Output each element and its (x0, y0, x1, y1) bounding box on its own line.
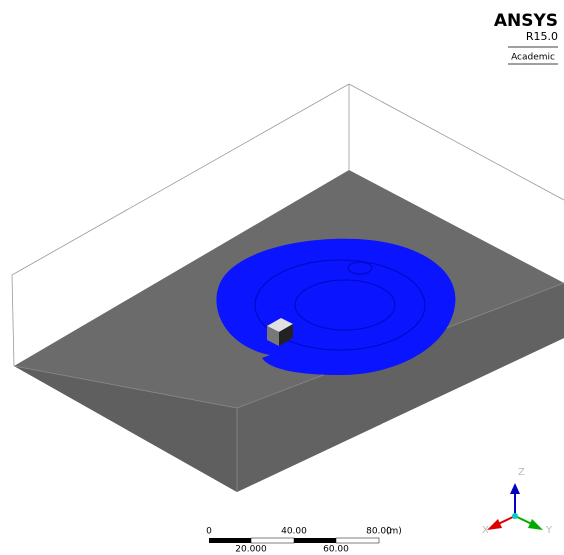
scale-label: 40.00 (281, 527, 307, 537)
ground-side (237, 283, 564, 492)
axis-triad (487, 483, 543, 530)
scale-segment (335, 537, 380, 544)
fluid-contours (254, 259, 426, 351)
scale-segment (250, 537, 295, 544)
scale-label: 80.00 (366, 527, 392, 537)
scale-label: 60.00 (323, 545, 349, 555)
cube-side (267, 326, 279, 346)
triad-label: Z (518, 467, 525, 478)
logo-version: R15.0 (526, 30, 558, 43)
cube-side (279, 324, 293, 346)
scale-segment (209, 538, 251, 543)
scale-segment (294, 538, 336, 543)
domain-wireframe (11, 83, 564, 367)
cube-top (267, 318, 293, 332)
triad-label: Y (545, 525, 553, 536)
logo-title: ANSYS (494, 11, 558, 31)
scale-label: 0 (206, 527, 212, 537)
scale-label: 20.000 (235, 545, 267, 555)
logo-edition: Academic (511, 53, 555, 63)
triad-label: X (482, 525, 489, 536)
scale-unit: (m) (386, 527, 402, 537)
